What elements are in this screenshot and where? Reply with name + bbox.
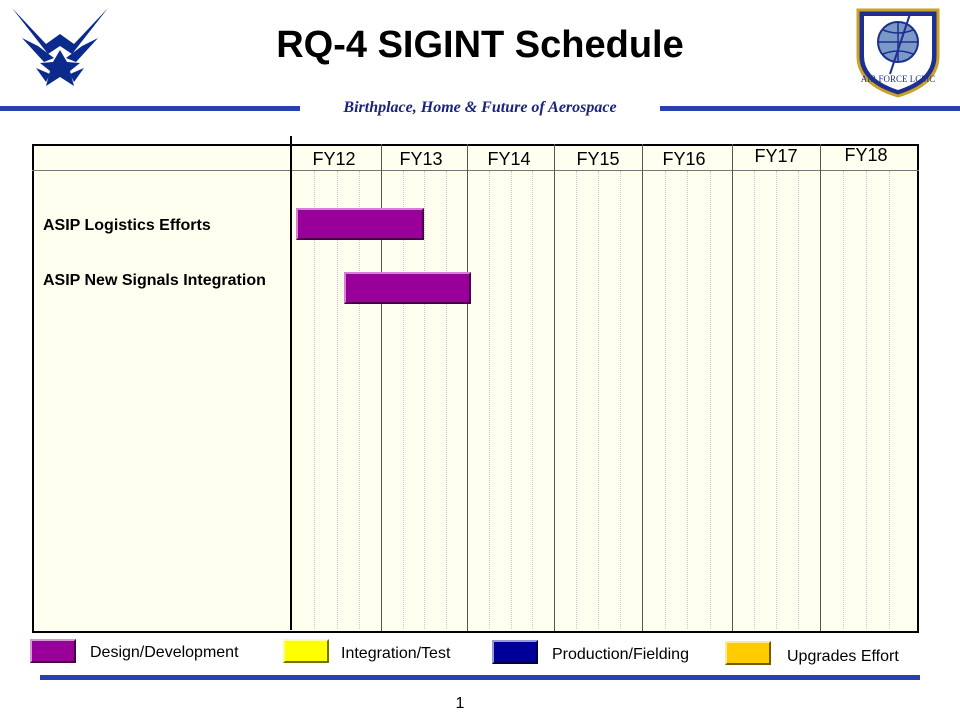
fy-label: FY16 [662, 149, 706, 169]
quarter-gridline [776, 171, 777, 629]
header-rule-left [0, 106, 300, 111]
quarter-gridline [598, 171, 599, 629]
quarter-gridline [314, 171, 315, 629]
fy-divider [642, 144, 643, 631]
fy-label: FY13 [399, 149, 443, 169]
quarter-gridline [532, 171, 533, 629]
fy-label: FY17 [754, 146, 798, 166]
fy-divider [467, 144, 468, 631]
gantt-bar [344, 272, 471, 304]
quarter-gridline [620, 171, 621, 629]
fy-divider [554, 144, 555, 631]
task-label: ASIP Logistics Efforts [43, 217, 211, 234]
quarter-gridline [424, 171, 425, 629]
footer-rule [40, 675, 920, 680]
page-title: RQ-4 SIGINT Schedule [276, 24, 684, 66]
task-label: ASIP New Signals Integration [43, 272, 266, 289]
quarter-gridline [687, 171, 688, 629]
quarter-gridline [359, 171, 360, 629]
legend-swatch-production [492, 640, 538, 664]
fy-label: FY14 [487, 149, 531, 169]
fy-divider [732, 144, 733, 631]
fy-label: FY12 [312, 149, 356, 169]
quarter-gridline [489, 171, 490, 629]
tagline: Birthplace, Home & Future of Aerospace [343, 99, 617, 116]
legend-label: Design/Development [90, 644, 239, 661]
header-rule-right [660, 106, 960, 111]
fy-label: FY18 [844, 145, 888, 165]
legend-swatch-upgrades [725, 641, 771, 665]
fy-divider [381, 144, 382, 631]
lcmc-logo-text: AIR FORCE LCMC [861, 74, 936, 84]
legend-swatch-design [30, 639, 76, 663]
legend-swatch-integration [283, 639, 329, 663]
header-row-divider [32, 170, 919, 171]
schedule-chart-frame [32, 144, 919, 633]
fy-label: FY15 [576, 149, 620, 169]
quarter-gridline [843, 171, 844, 629]
gantt-bar [296, 208, 424, 240]
legend-label: Upgrades Effort [787, 648, 899, 665]
air-force-lcmc-shield-icon: AIR FORCE LCMC [856, 8, 940, 98]
legend-label: Integration/Test [341, 645, 451, 662]
quarter-gridline [576, 171, 577, 629]
legend-label: Production/Fielding [552, 646, 689, 663]
quarter-gridline [754, 171, 755, 629]
quarter-gridline [710, 171, 711, 629]
fy-divider [820, 144, 821, 631]
quarter-gridline [889, 171, 890, 629]
quarter-gridline [798, 171, 799, 629]
label-column-divider [290, 136, 292, 630]
quarter-gridline [665, 171, 666, 629]
quarter-gridline [403, 171, 404, 629]
quarter-gridline [446, 171, 447, 629]
quarter-gridline [337, 171, 338, 629]
quarter-gridline [866, 171, 867, 629]
page-number: 1 [455, 695, 465, 712]
air-force-symbol-icon [12, 8, 108, 86]
quarter-gridline [511, 171, 512, 629]
